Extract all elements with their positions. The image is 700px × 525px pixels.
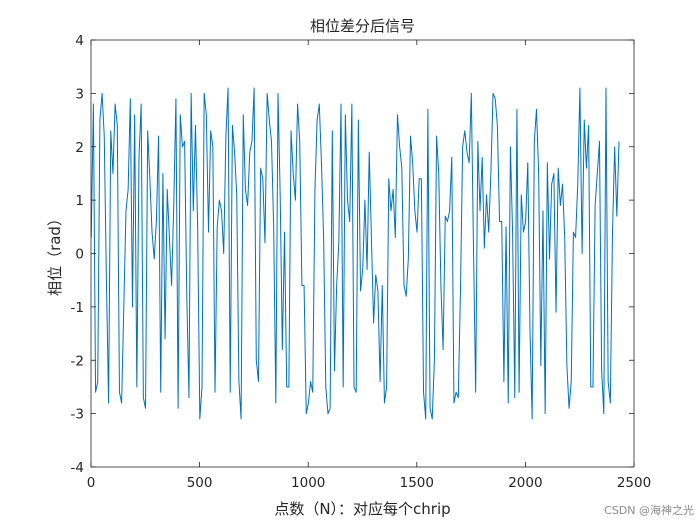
y-tick-label: -3: [71, 407, 84, 423]
x-tick-label: 500: [187, 475, 213, 491]
x-tick-label: 2500: [617, 475, 651, 491]
x-tick-label: 1000: [291, 475, 325, 491]
y-tick-label: -1: [71, 300, 84, 316]
series-line-0: [90, 87, 620, 420]
y-tick-label: 4: [75, 33, 84, 49]
watermark: CSDN @海神之光: [604, 503, 694, 517]
data-layer: [90, 87, 620, 420]
y-tick-label: 3: [75, 86, 84, 102]
y-tick-label: -2: [71, 353, 84, 369]
y-tick-label: 1: [75, 193, 84, 209]
y-tick-label: 0: [75, 247, 84, 263]
y-tick-label: -4: [71, 460, 84, 476]
chart-title: 相位差分后信号: [310, 17, 415, 35]
tick-layer: 0 500 1000 1500 2000 2500 4 3 2 1 0 -1 -2 -3 -4: [71, 33, 652, 491]
x-tick-label: 2000: [508, 475, 542, 491]
y-tick-label: 2: [75, 140, 84, 156]
x-axis-label: 点数（N）：对应每个chrip: [274, 500, 450, 518]
x-tick-label: 1500: [400, 475, 434, 491]
x-tick-label: 0: [87, 475, 96, 491]
y-axis-label: 相位（rad）: [46, 211, 64, 296]
